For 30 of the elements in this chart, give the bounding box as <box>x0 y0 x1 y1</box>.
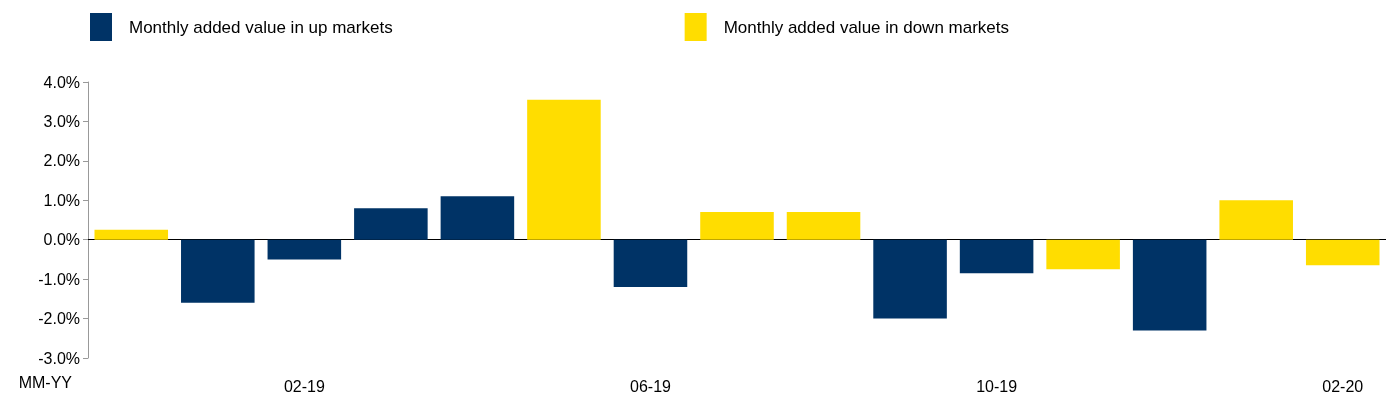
bar <box>440 196 515 240</box>
x-tick-label: 02-19 <box>283 377 325 395</box>
x-tick-label: 02-20 <box>1322 377 1364 395</box>
bar <box>873 239 947 319</box>
x-tick-label: 10-19 <box>976 377 1018 395</box>
bar <box>354 208 428 240</box>
bar <box>700 212 774 240</box>
y-tick-label: 1.0% <box>43 191 80 209</box>
y-tick-label: 4.0% <box>43 73 80 91</box>
x-axis-title: MM-YY <box>18 373 73 391</box>
bar <box>527 99 601 240</box>
bar <box>613 239 688 288</box>
bar <box>1305 239 1380 266</box>
legend-label: Monthly added value in down markets <box>723 17 1010 37</box>
bar <box>181 239 255 303</box>
y-tick-label: -3.0% <box>38 349 80 367</box>
y-tick-label: 2.0% <box>43 152 80 170</box>
bar <box>267 239 342 260</box>
y-tick-label: 0.0% <box>43 231 80 249</box>
y-tick-label: -1.0% <box>38 270 80 288</box>
bar <box>1046 239 1120 270</box>
bar <box>959 239 1034 274</box>
x-tick-label: 06-19 <box>630 377 672 395</box>
bar <box>786 212 861 240</box>
bar <box>1132 239 1207 331</box>
bar <box>94 229 169 240</box>
bar <box>1219 200 1293 240</box>
y-tick-label: 3.0% <box>43 112 80 130</box>
y-tick-label: -2.0% <box>38 310 80 328</box>
legend-label: Monthly added value in up markets <box>129 17 393 37</box>
